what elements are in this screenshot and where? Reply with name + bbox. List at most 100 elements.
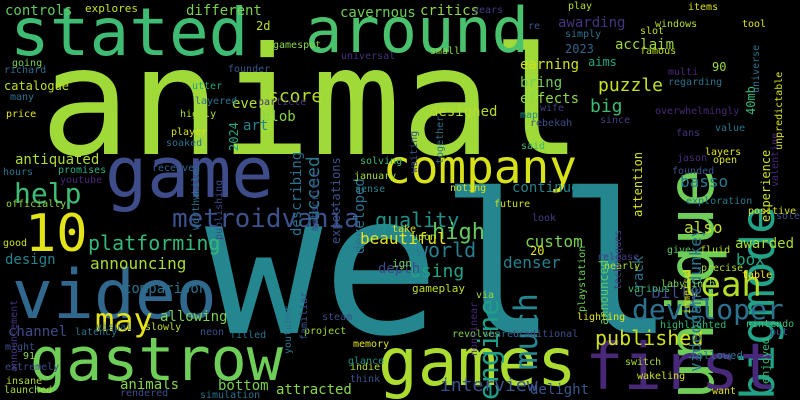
word-techniques: techniques bbox=[613, 229, 624, 290]
word-worthwhile: worthwhile bbox=[191, 169, 202, 230]
word-years: years bbox=[473, 5, 504, 16]
word-fans: fans bbox=[676, 128, 701, 139]
word-publishing: publishing bbox=[214, 179, 225, 240]
word-animals: animals bbox=[120, 377, 180, 393]
word-project: project bbox=[304, 326, 347, 337]
word-may: may bbox=[95, 301, 153, 339]
word-score: score bbox=[268, 86, 323, 107]
word-effects: effects bbox=[520, 91, 580, 107]
word-simulation: simulation bbox=[200, 390, 261, 400]
word-basso: basso bbox=[680, 172, 729, 191]
word-denser: denser bbox=[503, 253, 561, 272]
word-fluid: fluid bbox=[700, 245, 731, 256]
word-sense: sense bbox=[355, 184, 386, 195]
word-founder: founder bbox=[228, 64, 271, 75]
word-world: world bbox=[416, 238, 477, 262]
word-tool: tool bbox=[742, 19, 767, 30]
word-shared: shared bbox=[483, 329, 520, 340]
word-also: also bbox=[684, 218, 723, 237]
word-published: published bbox=[595, 326, 704, 350]
word-traditional: traditional bbox=[512, 329, 579, 340]
word-first: first bbox=[585, 331, 778, 400]
word-windows: windows bbox=[655, 19, 698, 30]
word-look: look bbox=[532, 213, 557, 224]
word-youtube: youtube bbox=[60, 175, 103, 186]
word-blob: blob bbox=[262, 109, 296, 125]
word-revolves: revolves bbox=[452, 329, 501, 340]
word-utter: utter bbox=[192, 81, 223, 92]
word-developer: developer bbox=[632, 293, 784, 326]
word-followed: followed bbox=[690, 349, 743, 362]
word-lighting: lighting bbox=[577, 312, 626, 323]
word-company: company bbox=[383, 140, 577, 194]
word-exploration: exploration bbox=[686, 196, 753, 207]
word-different: different bbox=[186, 3, 262, 19]
word-rebekah: rebekah bbox=[530, 118, 573, 129]
word-extremely: extremely bbox=[5, 362, 60, 373]
word-re: re bbox=[528, 21, 541, 32]
word-leah: leah bbox=[680, 265, 762, 305]
word-unpredictable: unpredictable bbox=[774, 71, 785, 150]
word-wife: wife bbox=[540, 103, 565, 114]
word-give: give bbox=[667, 245, 692, 256]
word-interview: interview bbox=[440, 375, 538, 396]
word-visual: visual bbox=[96, 322, 133, 333]
word-upon: upon bbox=[412, 232, 437, 243]
word-received: received bbox=[152, 163, 201, 174]
word-since: since bbox=[600, 115, 631, 126]
word-playstation: playstation bbox=[577, 245, 588, 312]
word-platforming: platforming bbox=[88, 231, 221, 255]
word-delight: delight bbox=[530, 382, 590, 398]
word-good: good bbox=[3, 238, 28, 249]
word-games: games bbox=[378, 324, 577, 400]
word-layers: layers bbox=[705, 147, 742, 158]
word-layered: layered bbox=[195, 96, 238, 107]
word-ever: ever bbox=[232, 96, 266, 112]
word-founded: founded bbox=[672, 166, 715, 177]
word-familiar: familiar bbox=[299, 291, 310, 340]
word-indie: indie bbox=[350, 362, 381, 373]
word-take: take bbox=[392, 224, 417, 235]
word-design: design bbox=[5, 252, 56, 268]
word-regarding: regarding bbox=[668, 77, 723, 88]
word-animal: animal bbox=[40, 16, 582, 190]
word-high: high bbox=[432, 220, 485, 245]
word-90: 90 bbox=[712, 60, 727, 74]
word-attracted: attracted bbox=[276, 382, 352, 398]
word-map: map bbox=[520, 110, 539, 121]
word-launched: launched bbox=[4, 385, 53, 396]
word-table: table bbox=[742, 270, 773, 281]
word-91: 91 bbox=[23, 351, 36, 362]
word-expectations: expectations bbox=[329, 157, 343, 244]
word-bring: bring bbox=[520, 75, 563, 91]
word-many: many bbox=[10, 92, 35, 103]
word-solving: solving bbox=[360, 156, 403, 167]
word-might: might bbox=[5, 342, 36, 353]
word-beautiful: beautiful bbox=[360, 229, 447, 248]
word-hours: hours bbox=[3, 167, 34, 178]
word-help: help bbox=[14, 177, 82, 210]
word-waiting: waiting bbox=[409, 130, 420, 173]
word-nonlinear: nonlinear bbox=[469, 301, 480, 356]
word-metacritic: metacritic bbox=[310, 170, 321, 231]
word-filled: filled bbox=[230, 330, 267, 341]
word-art: art bbox=[243, 118, 269, 134]
word-rendered: rendered bbox=[120, 388, 169, 399]
word-custom: custom bbox=[525, 232, 583, 251]
word-quality: quality bbox=[375, 208, 460, 232]
word-value: value bbox=[715, 123, 746, 134]
word-various: various bbox=[628, 284, 671, 295]
word-together: together bbox=[435, 115, 446, 164]
word-neon: neon bbox=[200, 327, 225, 338]
word-using: using bbox=[410, 261, 465, 282]
word-via: via bbox=[476, 290, 495, 301]
word-aims: aims bbox=[588, 55, 617, 69]
word-put: put bbox=[770, 327, 789, 338]
word-universal: universal bbox=[341, 51, 396, 62]
word-january: january bbox=[354, 171, 397, 182]
word-metroidvania: metroidvania bbox=[172, 204, 360, 234]
word-controls: controls bbox=[5, 3, 73, 19]
word-cavernous: cavernous bbox=[340, 5, 416, 21]
word-stated: stated bbox=[10, 0, 249, 71]
word-around: around bbox=[305, 0, 529, 67]
